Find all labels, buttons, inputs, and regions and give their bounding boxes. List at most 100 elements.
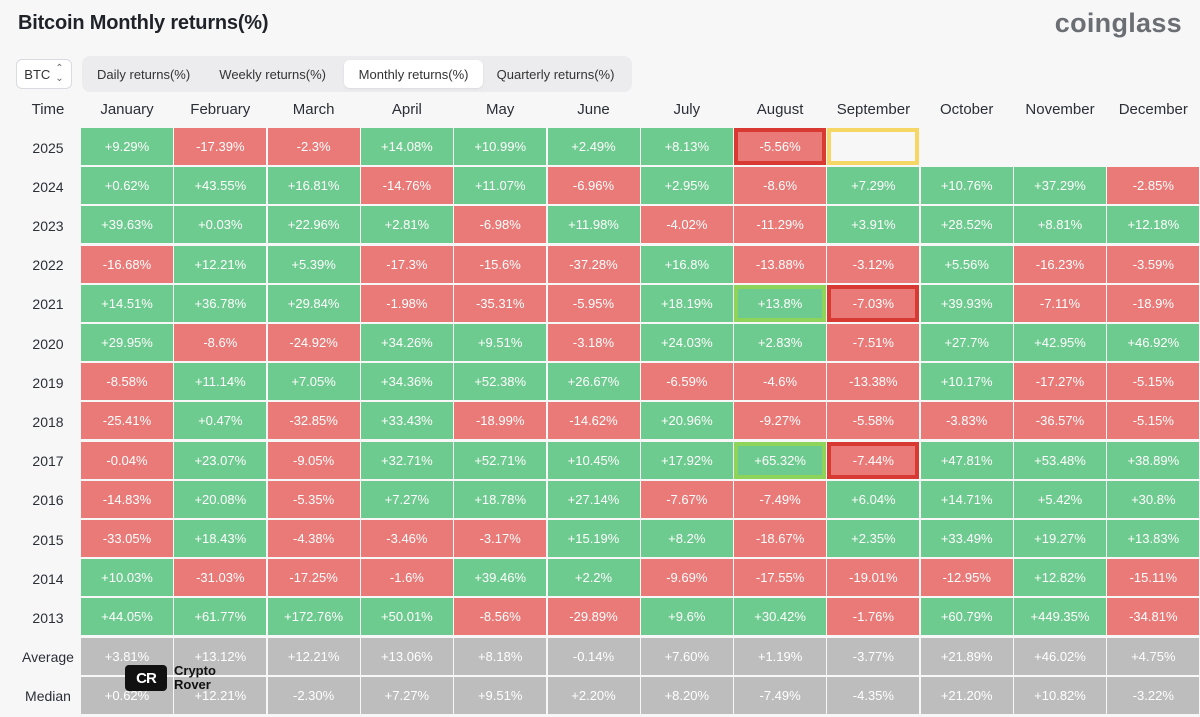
return-cell[interactable]: -3.83% [920,402,1013,440]
return-cell[interactable]: -3.46% [360,520,453,557]
return-cell[interactable]: +10.45% [547,441,640,479]
return-cell[interactable]: +20.96% [640,402,733,440]
return-cell[interactable]: +449.35% [1014,598,1106,636]
return-cell[interactable]: +43.55% [174,167,267,205]
return-cell[interactable]: +30.8% [1107,480,1200,518]
return-cell[interactable]: +7.60% [640,637,733,675]
return-cell[interactable]: -7.49% [734,480,827,518]
return-cell[interactable]: +39.63% [81,206,173,244]
return-cell[interactable]: -2.3% [267,128,360,165]
return-cell[interactable]: +5.56% [920,245,1013,283]
return-cell[interactable]: +27.7% [920,324,1013,361]
return-cell[interactable]: +52.71% [454,441,547,479]
return-cell[interactable]: +11.14% [174,363,267,401]
return-cell[interactable]: -15.11% [1107,559,1200,597]
month-header[interactable]: September [836,100,911,118]
return-cell[interactable]: -9.27% [734,402,827,440]
return-cell[interactable]: -5.15% [1107,363,1200,401]
return-cell[interactable]: +10.82% [1014,676,1106,714]
return-cell[interactable]: +46.02% [1014,637,1106,675]
return-cell[interactable]: -8.6% [734,167,827,205]
month-header[interactable]: February [190,100,251,118]
return-cell[interactable]: +50.01% [360,598,453,636]
return-cell[interactable]: -35.31% [454,284,547,322]
return-cell[interactable]: -36.57% [1014,402,1106,440]
return-cell[interactable]: +18.19% [640,284,733,322]
return-cell[interactable]: +36.78% [174,284,267,322]
return-cell[interactable]: -4.6% [734,363,827,401]
return-cell[interactable]: +9.51% [454,324,547,361]
return-cell[interactable]: +10.17% [920,363,1013,401]
return-cell[interactable]: +37.29% [1014,167,1106,205]
highlighted-return-cell[interactable]: +13.8% [734,284,827,322]
month-header[interactable]: January [100,100,154,118]
return-cell[interactable]: +12.21% [267,637,360,675]
return-cell[interactable]: +30.42% [734,598,827,636]
tab-daily-returns[interactable]: Daily returns(%) [96,66,191,82]
tab-weekly-returns[interactable]: Weekly returns(%) [219,66,326,82]
return-cell[interactable]: +13.06% [360,637,453,675]
return-cell[interactable]: +7.27% [360,676,453,714]
return-cell[interactable]: -6.96% [547,167,640,205]
return-cell[interactable]: +22.96% [267,206,360,244]
highlighted-return-cell[interactable]: +65.32% [734,441,827,479]
return-cell[interactable]: -7.49% [734,676,827,714]
return-cell[interactable]: +23.07% [174,441,267,479]
return-cell[interactable]: +46.92% [1107,324,1200,361]
return-cell[interactable]: +34.26% [360,324,453,361]
return-cell[interactable]: +11.98% [547,206,640,244]
return-cell[interactable]: +38.89% [1107,441,1200,479]
return-cell[interactable]: +13.83% [1107,520,1200,557]
return-cell[interactable]: +39.46% [454,559,547,597]
return-cell[interactable]: -18.99% [454,402,547,440]
return-cell[interactable]: +47.81% [920,441,1013,479]
return-cell[interactable]: -4.02% [640,206,733,244]
return-cell[interactable]: -14.76% [360,167,453,205]
return-cell[interactable]: +7.27% [360,480,453,518]
return-cell[interactable]: -5.35% [267,480,360,518]
return-cell[interactable]: -1.6% [360,559,453,597]
return-cell[interactable]: +18.43% [174,520,267,557]
return-cell[interactable]: +24.03% [640,324,733,361]
return-cell[interactable]: +42.95% [1014,324,1106,361]
return-cell[interactable]: +11.07% [454,167,547,205]
return-cell[interactable]: +9.51% [454,676,547,714]
return-cell[interactable]: +12.21% [174,676,267,714]
return-cell[interactable]: -24.92% [267,324,360,361]
return-cell[interactable]: +8.18% [454,637,547,675]
return-cell[interactable]: -5.95% [547,284,640,322]
return-cell[interactable]: -6.59% [640,363,733,401]
return-cell[interactable]: +17.92% [640,441,733,479]
return-cell[interactable]: +9.6% [640,598,733,636]
return-cell[interactable]: -18.9% [1107,284,1200,322]
return-cell[interactable]: -1.98% [360,284,453,322]
return-cell[interactable]: +0.03% [174,206,267,244]
return-cell[interactable]: -3.22% [1107,676,1200,714]
return-cell[interactable]: -25.41% [81,402,173,440]
return-cell[interactable]: +4.75% [1107,637,1200,675]
return-cell[interactable]: +6.04% [827,480,920,518]
return-cell[interactable]: +60.79% [920,598,1013,636]
return-cell[interactable]: -18.67% [734,520,827,557]
return-cell[interactable]: -31.03% [174,559,267,597]
return-cell[interactable]: +20.08% [174,480,267,518]
return-cell[interactable]: +19.27% [1014,520,1106,557]
return-cell[interactable]: -13.88% [734,245,827,283]
return-cell[interactable]: -13.38% [827,363,920,401]
return-cell[interactable]: -5.15% [1107,402,1200,440]
return-cell[interactable]: -4.35% [827,676,920,714]
highlighted-return-cell[interactable] [827,128,920,165]
return-cell[interactable]: +10.99% [454,128,547,165]
return-cell[interactable]: +0.47% [174,402,267,440]
return-cell[interactable]: +2.83% [734,324,827,361]
return-cell[interactable]: +52.38% [454,363,547,401]
return-cell[interactable]: +2.49% [547,128,640,165]
return-cell[interactable]: -0.14% [547,637,640,675]
return-cell[interactable]: -7.67% [640,480,733,518]
return-cell[interactable]: +5.42% [1014,480,1106,518]
return-cell[interactable]: -4.38% [267,520,360,557]
return-cell[interactable]: +21.89% [920,637,1013,675]
return-cell[interactable]: -3.12% [827,245,920,283]
return-cell[interactable]: -34.81% [1107,598,1200,636]
return-cell[interactable]: -17.55% [734,559,827,597]
